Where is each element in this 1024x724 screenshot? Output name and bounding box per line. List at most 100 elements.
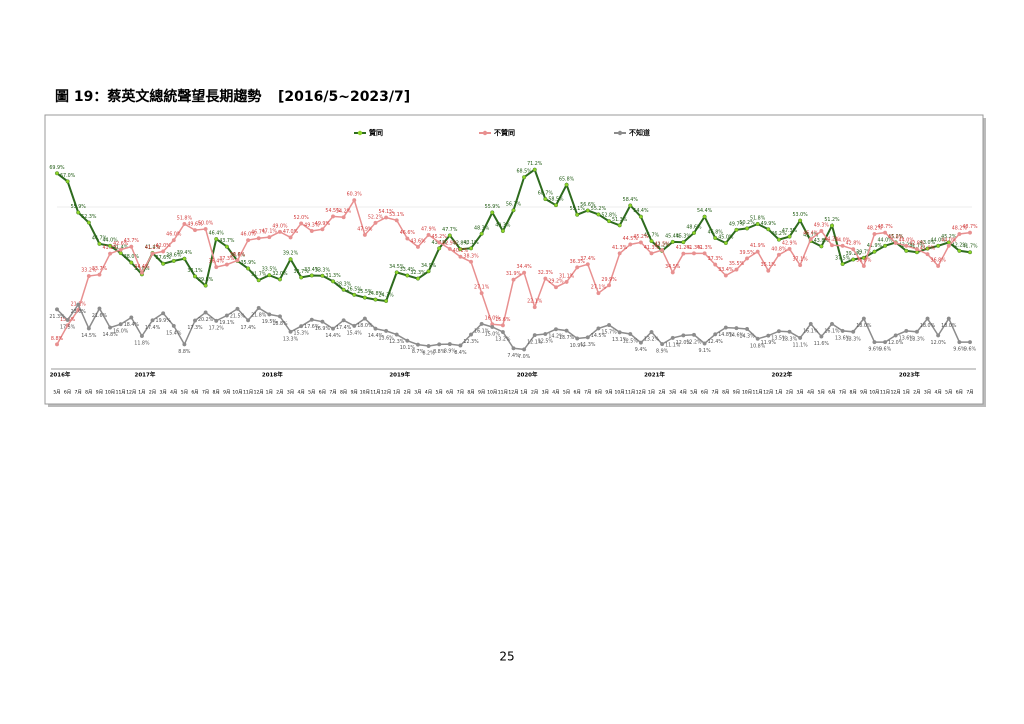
data-label: 7.0% [518,354,531,360]
point [861,316,866,321]
point [766,227,771,232]
point [670,335,675,340]
data-label: 8.8% [51,336,64,342]
point [553,203,558,208]
x-tick-label: 1月 [648,390,655,396]
data-label: 39.4% [177,250,193,256]
data-label: 50.2% [739,220,755,226]
data-label: 15.3% [294,331,310,337]
point [267,273,272,278]
point [490,325,495,330]
point [670,270,675,275]
point [691,332,696,337]
data-label: 42.8% [846,241,862,247]
data-label: 13.3% [782,336,798,342]
data-label: 32.3% [410,270,426,276]
data-label: 56.6% [580,202,596,208]
point [681,333,686,338]
point [246,238,251,243]
x-tick-label: 9月 [860,390,867,396]
x-tick-label: 10月 [487,390,497,396]
point [511,208,516,213]
data-label: 44.0% [102,237,118,243]
point [734,326,739,331]
data-label: 35.9% [240,260,256,266]
data-label: 44.0% [877,237,893,243]
point [288,329,293,334]
x-tick-label: 3月 [924,390,931,396]
data-label: 49.9% [761,221,777,227]
data-label: 48.2% [867,226,883,232]
data-label: 31.7% [251,272,267,278]
point [607,283,612,288]
x-tick-label: 3月 [669,390,676,396]
point [362,295,367,300]
data-label: 33.4% [400,267,416,273]
year-label: 2023年 [899,371,920,379]
data-label: 49.3% [814,222,830,228]
point [55,171,60,176]
data-label: 49.7% [729,221,745,227]
point [65,318,70,323]
x-tick-label: 1月 [775,390,782,396]
x-tick-label: 7月 [75,390,82,396]
point [405,338,410,343]
point [55,307,60,312]
point [214,318,219,323]
point [585,208,590,213]
point [150,251,155,256]
data-label: 19.1% [219,320,235,326]
data-label: 41.2% [145,245,161,251]
data-label: 38.8% [230,252,246,258]
data-label: 41.3% [686,245,702,251]
x-tick-label: 8月 [340,390,347,396]
data-label: 12.3% [463,339,479,345]
point [129,315,134,320]
point [309,273,314,278]
x-tick-label: 5月 [308,390,315,396]
data-label: 44.0% [835,237,851,243]
data-label: 11.3% [580,342,596,348]
data-label: 41.3% [612,245,628,251]
data-label: 51.8% [177,215,193,221]
point [86,274,91,279]
point [214,265,219,270]
x-tick-label: 6月 [64,390,71,396]
data-label: 13.2% [644,337,660,343]
x-tick-label: 11月 [116,390,126,396]
x-tick-label: 1月 [266,390,273,396]
x-tick-label: 9月 [478,390,485,396]
data-label: 42.6% [113,241,129,247]
data-label: 47.7% [442,227,458,233]
point [798,263,803,268]
point [819,244,824,249]
data-label: 68.5% [516,169,532,175]
data-label: 41.2% [102,245,118,251]
point [299,324,304,329]
data-label: 46.0% [240,232,256,238]
point [352,198,357,203]
point [808,321,813,326]
data-label: 18.0% [357,323,373,329]
data-label: 34.4% [516,264,532,270]
point [702,214,707,219]
data-label: 12.0% [888,340,904,346]
data-label: 54.4% [633,208,649,214]
point [522,347,527,352]
point [755,249,760,254]
data-label: 9.6% [953,347,966,353]
point [352,323,357,328]
point [872,232,877,237]
point [182,256,187,261]
data-label: 46.4% [209,231,225,237]
x-tick-label: 2月 [149,390,156,396]
data-label: 16.0% [113,329,129,335]
point [320,227,325,232]
point [691,230,696,235]
data-label: 14.8% [718,332,734,338]
point [585,262,590,267]
data-label: 49.6% [187,222,203,228]
data-label: 45.7% [644,233,660,239]
point [469,259,474,264]
x-tick-label: 7月 [329,390,336,396]
